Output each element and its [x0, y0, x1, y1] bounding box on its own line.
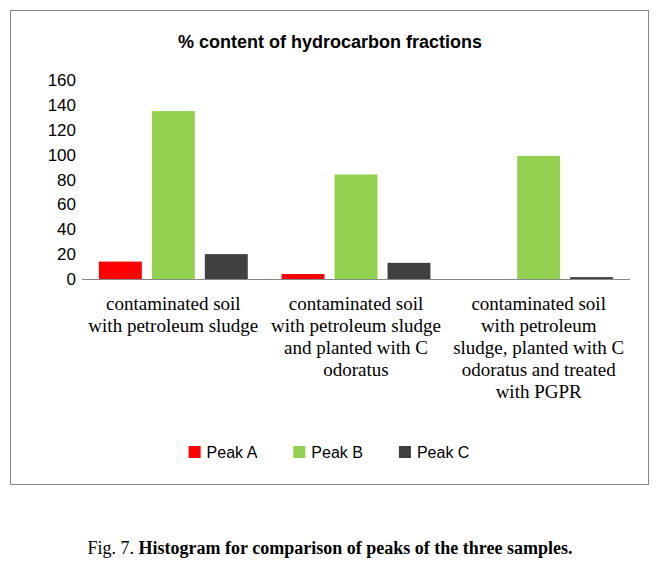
bar	[205, 254, 248, 279]
bar	[335, 175, 378, 279]
y-tick-label: 80	[57, 171, 76, 190]
bar	[517, 156, 560, 279]
bar	[464, 279, 507, 280]
category-label: contaminated soil with petroleum sludge …	[270, 293, 442, 381]
y-tick-label: 40	[57, 220, 76, 239]
y-tick	[79, 104, 82, 105]
legend-label: Peak A	[207, 444, 258, 461]
legend: Peak A Peak B Peak C	[189, 444, 470, 461]
caption: Fig. 7. Histogram for comparison of peak…	[88, 538, 573, 558]
y-tick-label: 140	[48, 96, 76, 115]
title: % content of hydrocarbon fractions	[178, 32, 482, 52]
chart-svg: % content of hydrocarbon fractions 0 20 40 6…	[0, 0, 659, 583]
y-tick	[79, 254, 82, 255]
bar	[99, 262, 142, 279]
bar	[152, 111, 195, 279]
y-tick	[79, 279, 82, 280]
y-tick	[79, 179, 82, 180]
y-tick-label: 120	[48, 121, 76, 140]
category-label: contaminated soil with petroleum sludge	[87, 293, 259, 337]
caption-text: Histogram for comparison of peaks of the…	[139, 538, 573, 558]
y-tick	[79, 80, 82, 81]
legend-swatch	[399, 446, 411, 458]
caption-label: Fig. 7.	[88, 538, 139, 558]
y-tick	[79, 229, 82, 230]
legend-label: Peak C	[417, 444, 469, 461]
y-tick	[79, 154, 82, 155]
legend-swatch	[293, 446, 305, 458]
category-label: contaminated soil with petroleum sludge,…	[453, 293, 625, 403]
y-tick-label: 60	[57, 195, 76, 214]
bars	[99, 111, 613, 279]
y-tick-label: 20	[57, 245, 76, 264]
bar	[388, 263, 431, 279]
legend-label: Peak B	[311, 444, 363, 461]
y-tick-label: 0	[67, 270, 76, 289]
bar	[570, 277, 613, 279]
page: % content of hydrocarbon fractions 0 20 40 6…	[0, 0, 659, 583]
x-axis	[82, 279, 630, 280]
y-tick	[79, 204, 82, 205]
legend-swatch	[189, 446, 201, 458]
y-tick-label: 100	[48, 146, 76, 165]
bar	[282, 274, 325, 279]
y-tick-label: 160	[48, 71, 76, 90]
chart-frame	[11, 11, 649, 485]
y-tick	[79, 129, 82, 130]
